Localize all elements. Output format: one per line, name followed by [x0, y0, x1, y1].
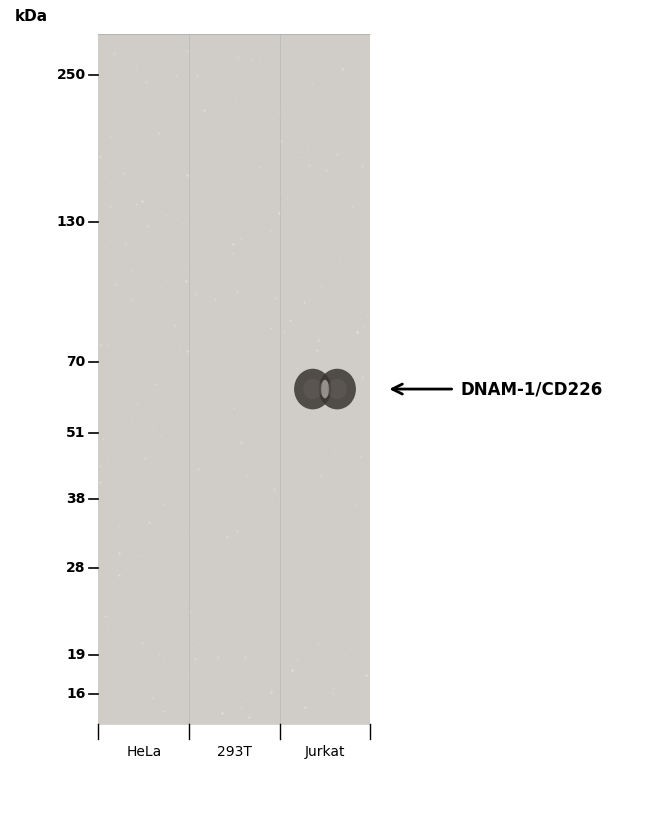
Text: DNAM-1/CD226: DNAM-1/CD226 — [461, 380, 603, 398]
Text: HeLa: HeLa — [126, 745, 161, 759]
Text: 16: 16 — [66, 687, 86, 701]
Text: 38: 38 — [66, 492, 86, 506]
Text: 51: 51 — [66, 426, 86, 440]
Text: kDa: kDa — [14, 9, 47, 25]
Text: 293T: 293T — [217, 745, 252, 759]
Ellipse shape — [321, 380, 329, 398]
Text: 250: 250 — [57, 68, 86, 82]
Text: 70: 70 — [66, 355, 86, 368]
Ellipse shape — [328, 379, 346, 399]
Text: 130: 130 — [57, 215, 86, 229]
Bar — [98, 35, 370, 724]
Ellipse shape — [304, 379, 322, 399]
Text: 19: 19 — [66, 648, 86, 662]
Ellipse shape — [294, 368, 332, 410]
Text: Jurkat: Jurkat — [305, 745, 345, 759]
Ellipse shape — [318, 368, 356, 410]
Text: 28: 28 — [66, 561, 86, 575]
